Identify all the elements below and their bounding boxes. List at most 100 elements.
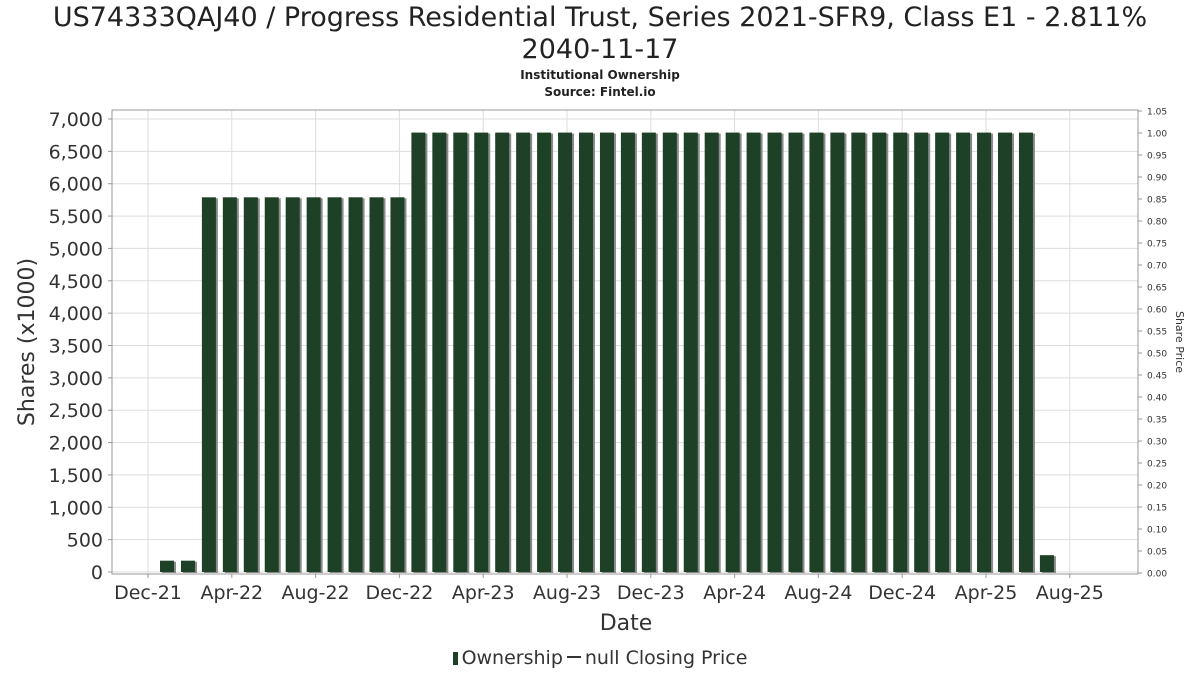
x-tick-label: Aug-22 xyxy=(282,582,350,604)
y2-axis-label: Share Price xyxy=(1173,311,1186,373)
y2-tick-label: 0.20 xyxy=(1147,482,1167,492)
x-tick-label: Dec-24 xyxy=(868,582,936,604)
bar xyxy=(893,132,908,572)
y-tick-label: 4,000 xyxy=(49,303,103,325)
y2-tick-label: 0.80 xyxy=(1147,218,1167,228)
y-tick-label: 3,500 xyxy=(49,336,103,358)
x-tick-label: Aug-25 xyxy=(1036,582,1104,604)
bar xyxy=(285,197,300,572)
legend-price-line xyxy=(566,656,581,658)
y-tick-label: 3,000 xyxy=(49,368,103,390)
y2-tick-label: 0.10 xyxy=(1147,526,1167,536)
x-tick-label: Dec-23 xyxy=(617,582,685,604)
y-tick-label: 2,500 xyxy=(49,400,103,422)
bar xyxy=(620,132,635,572)
bar xyxy=(851,132,866,572)
x-tick-label: Apr-25 xyxy=(955,582,1018,604)
y-tick-label: 500 xyxy=(67,530,103,552)
bar xyxy=(830,132,845,572)
x-tick-label: Aug-23 xyxy=(533,582,601,604)
y-axis-right: 0.00 0.05 0.10 0.15 0.20 0.25 0.30 0.35 0.40 0.45… xyxy=(1138,108,1167,580)
y2-tick-label: 0.95 xyxy=(1147,152,1167,162)
bar xyxy=(809,132,824,572)
y2-tick-label: 1.00 xyxy=(1147,130,1167,140)
bar xyxy=(872,132,887,572)
y-tick-label: 5,000 xyxy=(49,238,103,260)
y-tick-label: 2,000 xyxy=(49,433,103,455)
bar xyxy=(180,560,195,572)
y-tick-label: 1,500 xyxy=(49,465,103,487)
plot-area xyxy=(111,109,1139,575)
bar xyxy=(746,132,761,572)
x-tick-label: Aug-24 xyxy=(784,582,852,604)
y2-tick-label: 0.35 xyxy=(1147,416,1167,426)
bar xyxy=(390,197,405,572)
chart-subtitle: Institutional Ownership xyxy=(520,68,680,82)
bar xyxy=(599,132,614,572)
bar xyxy=(662,132,677,572)
y-tick-label: 7,000 xyxy=(49,109,103,131)
bar xyxy=(977,132,992,572)
bar xyxy=(516,132,531,572)
y-axis-left: 0 500 1,000 1,500 2,000 2,500 3,000 3,500 4,000 4… xyxy=(49,109,112,584)
bar xyxy=(725,132,740,572)
legend: Ownership null Closing Price xyxy=(0,647,1200,669)
y2-tick-label: 0.90 xyxy=(1147,174,1167,184)
y2-tick-label: 0.30 xyxy=(1147,438,1167,448)
y2-tick-label: 0.55 xyxy=(1147,328,1167,338)
bar xyxy=(411,132,426,572)
y-tick-label: 6,000 xyxy=(49,174,103,196)
x-tick-label: Apr-23 xyxy=(452,582,515,604)
bar xyxy=(160,560,174,572)
chart-title-line-1: US74333QAJ40 / Progress Residential Trus… xyxy=(52,2,1148,33)
bar xyxy=(998,132,1012,572)
y-tick-label: 5,500 xyxy=(49,206,103,228)
bar xyxy=(348,197,363,572)
y2-tick-label: 0.25 xyxy=(1147,460,1167,470)
bar xyxy=(788,132,803,572)
y2-tick-label: 0.40 xyxy=(1147,394,1167,404)
bar xyxy=(935,132,950,572)
x-axis: Dec-21 Apr-22 Aug-22 Dec-22 Apr-23 Aug-23 Dec-… xyxy=(114,574,1104,604)
x-tick-label: Dec-21 xyxy=(114,582,182,604)
bar xyxy=(914,132,929,572)
y2-tick-label: 0.00 xyxy=(1147,570,1167,580)
bar xyxy=(704,132,719,572)
y2-tick-label: 0.75 xyxy=(1147,240,1167,250)
bar xyxy=(453,132,468,572)
y2-tick-label: 1.05 xyxy=(1147,108,1167,118)
y-tick-label: 6,500 xyxy=(49,141,103,163)
bar xyxy=(264,197,279,572)
bar xyxy=(495,132,510,572)
bar xyxy=(537,132,552,572)
bar xyxy=(432,132,447,572)
chart-title-line-2: 2040-11-17 xyxy=(521,34,679,65)
bar xyxy=(579,132,593,572)
bar-series-ownership xyxy=(160,132,1056,573)
bar xyxy=(767,132,782,572)
bar xyxy=(327,197,342,572)
bar xyxy=(683,132,698,572)
bar xyxy=(306,197,321,572)
y2-tick-label: 0.15 xyxy=(1147,504,1167,514)
bar xyxy=(243,197,258,572)
x-axis-label: Date xyxy=(600,611,653,636)
bar xyxy=(222,197,237,572)
y2-tick-label: 0.60 xyxy=(1147,306,1167,316)
bar xyxy=(558,132,573,572)
y2-tick-label: 0.65 xyxy=(1147,284,1167,294)
y2-tick-label: 0.85 xyxy=(1147,196,1167,206)
legend-price-label: null Closing Price xyxy=(584,647,748,669)
y-tick-label: 0 xyxy=(91,562,103,584)
y2-tick-label: 0.70 xyxy=(1147,262,1167,272)
bar xyxy=(1018,132,1033,572)
x-tick-label: Apr-24 xyxy=(703,582,766,604)
bar xyxy=(201,197,216,572)
legend-ownership-label: Ownership xyxy=(461,647,563,669)
x-tick-label: Dec-22 xyxy=(365,582,433,604)
y2-tick-label: 0.50 xyxy=(1147,350,1167,360)
y-tick-label: 1,000 xyxy=(49,497,103,519)
bar xyxy=(641,132,656,572)
x-tick-label: Apr-22 xyxy=(200,582,263,604)
